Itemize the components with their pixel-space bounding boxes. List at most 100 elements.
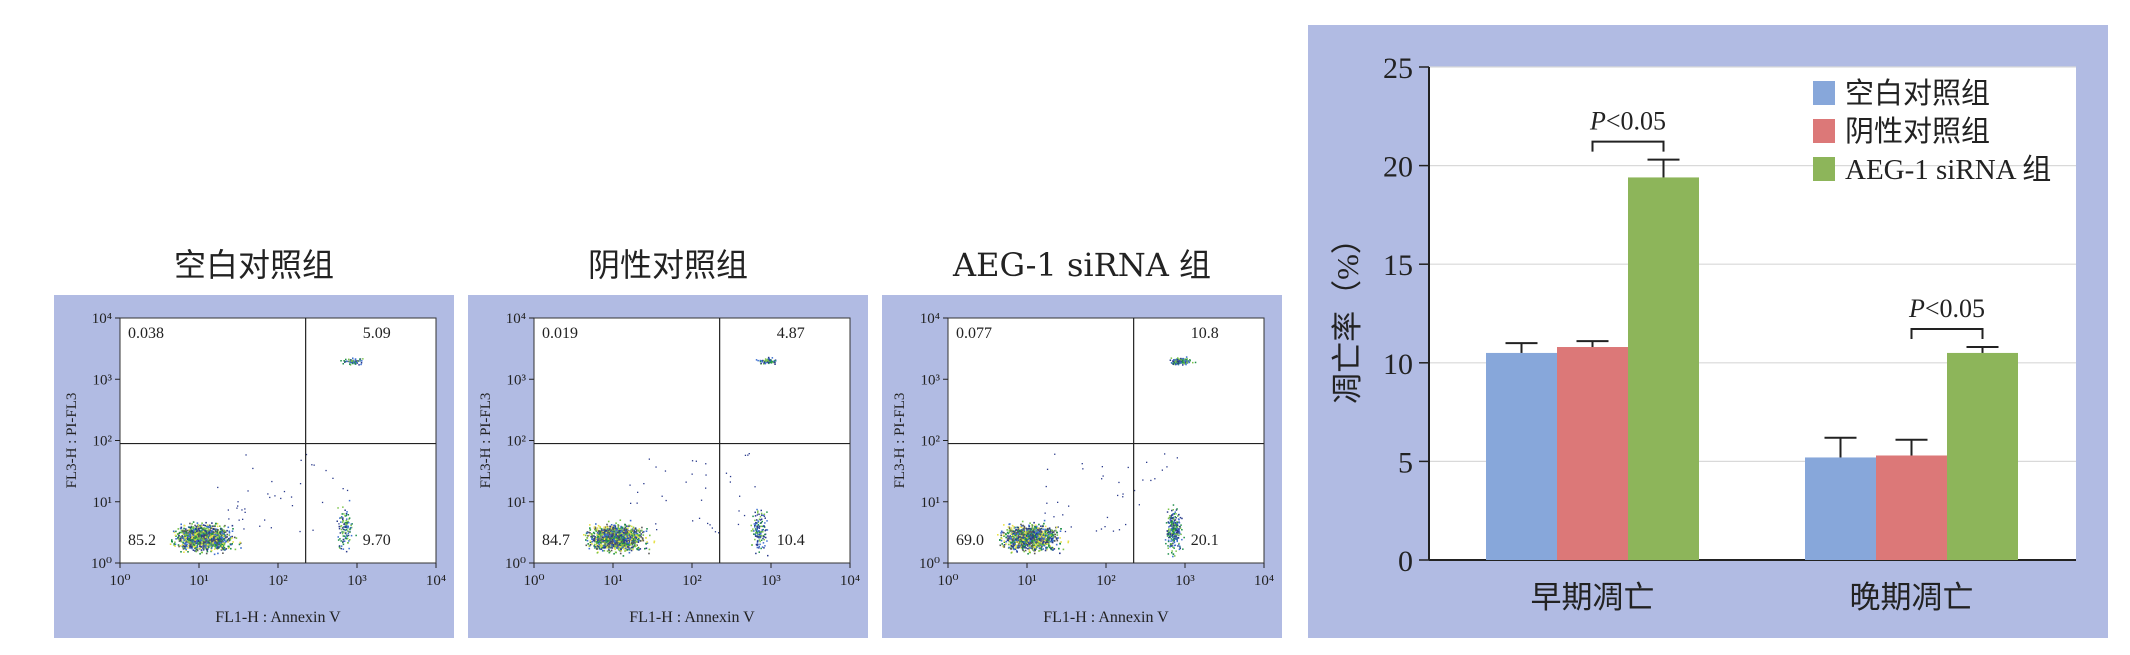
flow-dots bbox=[997, 356, 1197, 558]
flow-dot bbox=[648, 458, 650, 460]
x-tick-label: 10⁴ bbox=[426, 573, 446, 589]
flow-dot bbox=[747, 454, 749, 456]
flow-dot bbox=[1029, 551, 1031, 554]
flow-dot bbox=[1169, 533, 1171, 535]
flow-dot bbox=[1172, 555, 1174, 558]
flow-dot bbox=[1040, 541, 1043, 544]
flow-dot bbox=[221, 532, 223, 535]
flow-dot bbox=[214, 532, 216, 534]
flow-dot bbox=[638, 549, 640, 551]
flow-dot bbox=[1033, 538, 1035, 541]
flow-dot bbox=[626, 535, 629, 538]
flow-dot bbox=[337, 536, 339, 538]
flow-dot bbox=[203, 534, 206, 537]
flow-dot bbox=[619, 519, 622, 521]
flow-dot bbox=[1178, 548, 1181, 551]
flow-dot bbox=[625, 543, 628, 546]
flow-dot bbox=[218, 535, 221, 537]
flow-dot bbox=[758, 533, 761, 536]
flow-dot bbox=[207, 535, 209, 538]
flow-dot bbox=[347, 542, 349, 544]
flow-dot bbox=[1040, 543, 1042, 545]
flow-dot bbox=[1033, 552, 1036, 555]
flow-dot bbox=[201, 541, 203, 543]
flow-dot bbox=[1046, 529, 1049, 531]
flow-dot bbox=[222, 548, 225, 551]
flow-dot bbox=[1170, 543, 1173, 545]
flow-dot bbox=[631, 538, 633, 541]
flow-dot bbox=[1179, 516, 1182, 519]
flow-dot bbox=[1034, 533, 1036, 536]
flow-dot bbox=[615, 522, 617, 524]
flow-dot bbox=[758, 530, 760, 532]
flow-dot bbox=[705, 463, 707, 465]
flow-dot bbox=[608, 530, 610, 533]
flow-dot bbox=[343, 513, 345, 515]
flow-dot bbox=[1173, 529, 1175, 532]
flow-dot bbox=[1172, 546, 1174, 548]
flow-dot bbox=[180, 529, 183, 532]
flow-dot bbox=[606, 538, 608, 541]
flow-dot bbox=[1173, 527, 1176, 529]
flow-dot bbox=[182, 532, 184, 534]
flow-dot bbox=[606, 523, 608, 526]
flow-dot bbox=[766, 361, 768, 364]
flow-dot bbox=[1046, 548, 1048, 551]
flow-dot bbox=[616, 538, 618, 541]
flow-dot bbox=[645, 530, 648, 532]
flow-dot bbox=[607, 540, 609, 542]
flow-dot bbox=[763, 525, 765, 527]
flow-dot bbox=[638, 530, 641, 533]
flow-dot bbox=[1178, 528, 1180, 530]
flow-dot bbox=[632, 546, 634, 549]
flow-dot bbox=[1032, 534, 1034, 536]
flow-dot bbox=[196, 548, 199, 550]
flow-dot bbox=[616, 529, 618, 532]
flow-dot bbox=[216, 547, 218, 550]
quadrant-lower-left-value: 84.7 bbox=[542, 532, 570, 549]
flow-dot bbox=[1018, 546, 1020, 549]
flow-dot bbox=[1011, 541, 1014, 543]
flow-dot bbox=[634, 527, 637, 529]
flow-dot bbox=[1168, 536, 1170, 539]
flow-dot bbox=[629, 547, 632, 550]
flow-dot bbox=[346, 511, 348, 513]
flow-dot bbox=[194, 533, 196, 536]
flow-dot bbox=[758, 545, 760, 548]
flow-dot bbox=[756, 508, 758, 511]
flow-dot bbox=[619, 532, 622, 535]
flow-dot bbox=[1015, 544, 1018, 547]
flow-dot bbox=[179, 527, 182, 530]
flow-dot bbox=[1037, 542, 1040, 544]
flow-dot bbox=[610, 546, 613, 548]
flow-dot bbox=[352, 357, 354, 359]
flow-dot bbox=[211, 522, 213, 524]
flow-dot bbox=[632, 537, 635, 540]
flow-dot bbox=[764, 517, 766, 519]
flow-dot bbox=[631, 535, 634, 537]
flow-dot bbox=[609, 541, 611, 544]
flow-dot bbox=[634, 538, 636, 540]
flow-dot bbox=[1016, 537, 1018, 540]
flow-dot bbox=[1050, 547, 1052, 549]
flow-dot bbox=[338, 523, 340, 525]
flow-dot bbox=[224, 539, 226, 541]
flow-dot bbox=[760, 535, 763, 537]
flow-dot bbox=[628, 533, 630, 536]
flow-dot bbox=[231, 535, 233, 538]
flow-dot bbox=[636, 502, 638, 504]
flow-dot bbox=[595, 542, 598, 545]
flow-dot bbox=[613, 524, 615, 527]
flow-dot bbox=[1171, 552, 1173, 554]
flow-dot bbox=[769, 361, 772, 363]
flow-dot bbox=[626, 530, 629, 532]
flow-dot bbox=[1172, 523, 1175, 525]
flow-dot bbox=[1050, 529, 1053, 532]
flow-dot bbox=[340, 517, 343, 519]
flow-dot bbox=[210, 545, 212, 548]
flow-dot bbox=[1015, 528, 1017, 531]
flow-dot bbox=[610, 533, 612, 536]
flow-dot bbox=[345, 526, 347, 529]
flow-dot bbox=[755, 530, 758, 533]
flow-dot bbox=[1008, 536, 1010, 538]
